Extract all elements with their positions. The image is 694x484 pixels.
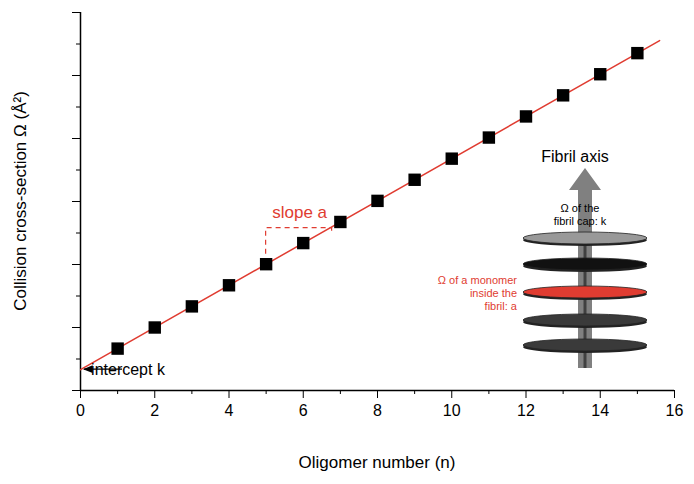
svg-text:4: 4 [225,402,234,419]
svg-text:0: 0 [76,402,85,419]
svg-text:2: 2 [150,402,159,419]
svg-text:Oligomer number (n): Oligomer number (n) [299,453,456,472]
svg-text:Ω of a monomerinside thefibril: Ω of a monomerinside thefibril: a [438,274,518,312]
svg-text:slope a: slope a [272,203,327,222]
svg-text:Collision cross-section Ω (Å²): Collision cross-section Ω (Å²) [11,91,30,311]
svg-text:8: 8 [373,402,382,419]
svg-text:Fibril axis: Fibril axis [541,148,609,165]
svg-text:Ω of thefibril cap: k: Ω of thefibril cap: k [554,202,607,227]
svg-text:10: 10 [443,402,461,419]
svg-text:intercept k: intercept k [91,361,166,378]
svg-text:6: 6 [299,402,308,419]
svg-text:16: 16 [666,402,684,419]
svg-text:12: 12 [517,402,535,419]
svg-text:14: 14 [591,402,609,419]
